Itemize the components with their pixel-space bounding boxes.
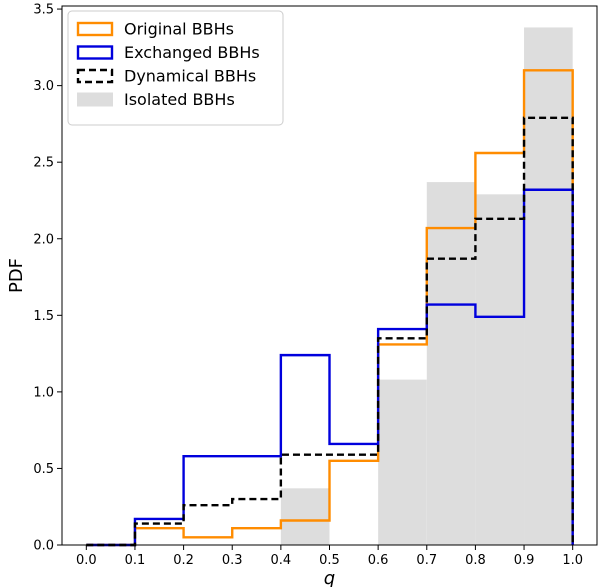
x-tick-label: 0.9	[514, 553, 535, 568]
isolated-bar	[280, 488, 330, 545]
y-tick-label: 0.0	[33, 539, 54, 554]
legend-box	[67, 10, 284, 126]
original-bbhs-legend-label: Original BBHs	[124, 20, 234, 39]
isolated-bbhs-legend-label: Isolated BBHs	[124, 90, 235, 109]
exchanged-bbhs-legend-label: Exchanged BBHs	[124, 43, 260, 62]
y-axis-label: PDF	[6, 258, 27, 293]
x-tick-label: 0.7	[416, 553, 437, 568]
y-tick-label: 0.5	[33, 462, 54, 477]
x-tick-label: 1.0	[562, 553, 583, 568]
y-tick-label: 3.5	[33, 3, 54, 18]
legend: Original BBHs Exchanged BBHs Dynamical BBH…	[67, 10, 284, 126]
x-tick-label: 0.2	[173, 553, 194, 568]
x-axis-label: q	[324, 568, 335, 587]
y-tick-label: 2.5	[33, 156, 54, 171]
isolated-fill-layer	[280, 27, 573, 545]
isolated-bbhs-legend-swatch	[77, 92, 113, 107]
original-bbhs-step-line	[86, 69, 574, 547]
dynamical-bbhs-legend-swatch	[76, 68, 114, 84]
x-tick-label: 0.6	[368, 553, 389, 568]
y-tick-label: 3.0	[33, 79, 54, 94]
isolated-bar	[426, 182, 476, 545]
x-tick-label: 0.3	[222, 553, 243, 568]
x-tick-label: 0.5	[319, 553, 340, 568]
y-tick-label: 2.0	[33, 232, 54, 247]
exchanged-bbhs-legend-swatch	[76, 45, 114, 60]
y-tick-label: 1.0	[33, 385, 54, 400]
step-lines-layer	[86, 69, 574, 547]
ticks-layer: 0.0 0.1 0.2 0.3 0.4 0.5 0.6 0.7 0.8 0.9 1.0 0.0 0.5 1…	[33, 3, 583, 568]
isolated-bar	[378, 379, 427, 545]
original-bbhs-legend-swatch	[76, 21, 114, 37]
x-tick-label: 0.0	[76, 553, 97, 568]
x-tick-label: 0.8	[465, 553, 486, 568]
x-tick-label: 0.1	[125, 553, 146, 568]
dynamical-bbhs-legend-label: Dynamical BBHs	[124, 67, 256, 86]
x-tick-label: 0.4	[271, 553, 292, 568]
dynamical-bbhs-step-line	[86, 116, 574, 547]
isolated-bar	[475, 194, 525, 545]
isolated-bar	[524, 27, 573, 545]
y-tick-label: 1.5	[33, 309, 54, 324]
